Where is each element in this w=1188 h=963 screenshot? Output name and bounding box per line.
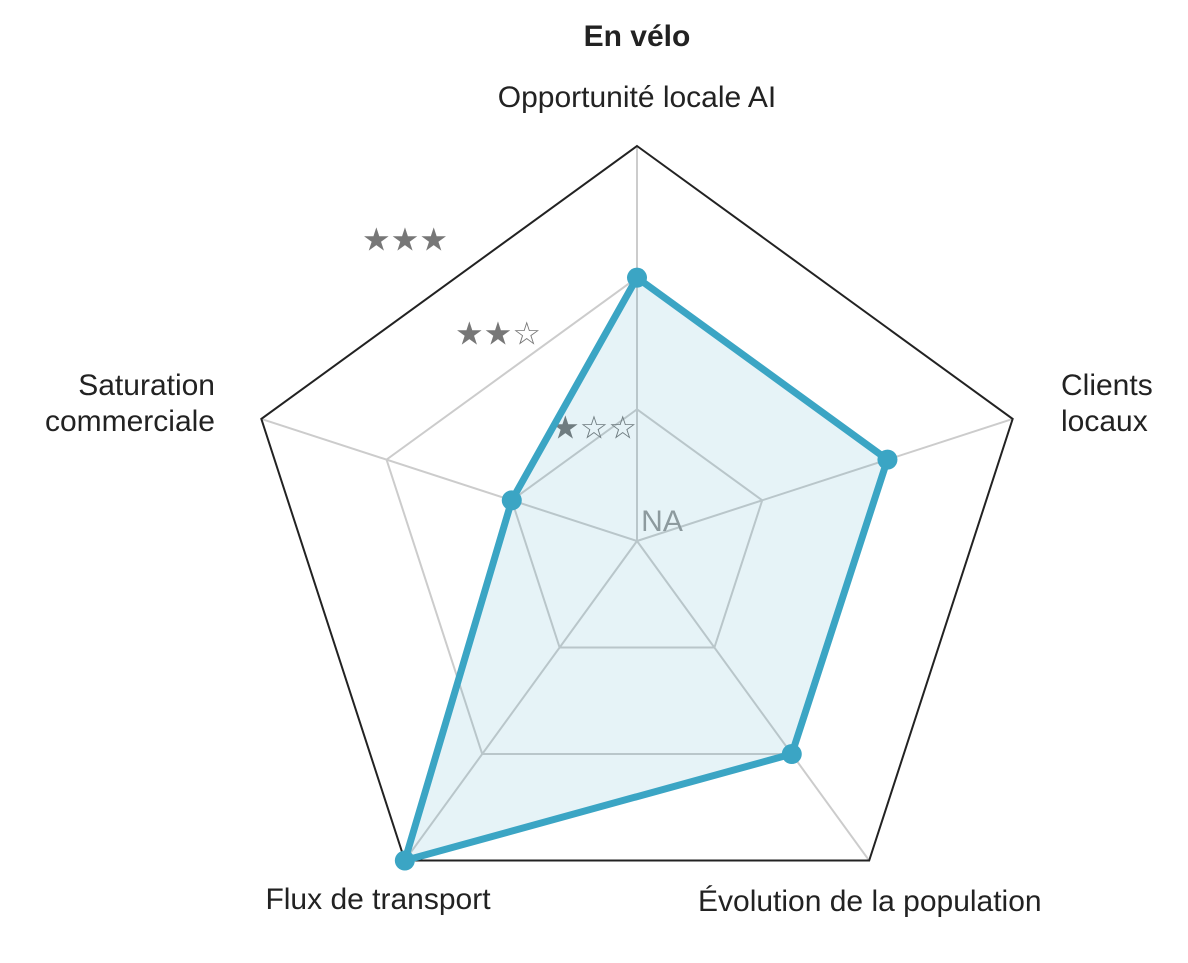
spoke bbox=[261, 417, 638, 542]
tick-label: ★★★ bbox=[362, 221, 448, 257]
spoke bbox=[404, 540, 638, 862]
spoke bbox=[636, 417, 1013, 542]
category-label: Évolution de la population bbox=[698, 885, 1042, 918]
spoke bbox=[636, 540, 870, 862]
tick-label: ★★☆ bbox=[455, 315, 541, 351]
category-label: Clients locaux bbox=[1061, 369, 1153, 438]
tick-label: ★☆☆ bbox=[551, 409, 637, 445]
category-label: Flux de transport bbox=[265, 883, 491, 916]
grid-ring bbox=[510, 408, 764, 649]
data-point bbox=[501, 490, 522, 511]
category-label: Saturation commerciale bbox=[44, 369, 215, 438]
category-label: Opportunité locale AI bbox=[497, 81, 777, 114]
data-point bbox=[877, 449, 898, 470]
data-point bbox=[627, 267, 647, 288]
data-area bbox=[401, 274, 891, 865]
data-point bbox=[781, 744, 802, 765]
chart-title: En vélo bbox=[584, 20, 691, 53]
outer-ring bbox=[260, 144, 1014, 862]
data-point bbox=[394, 850, 415, 871]
tick-label: NA bbox=[641, 505, 683, 538]
